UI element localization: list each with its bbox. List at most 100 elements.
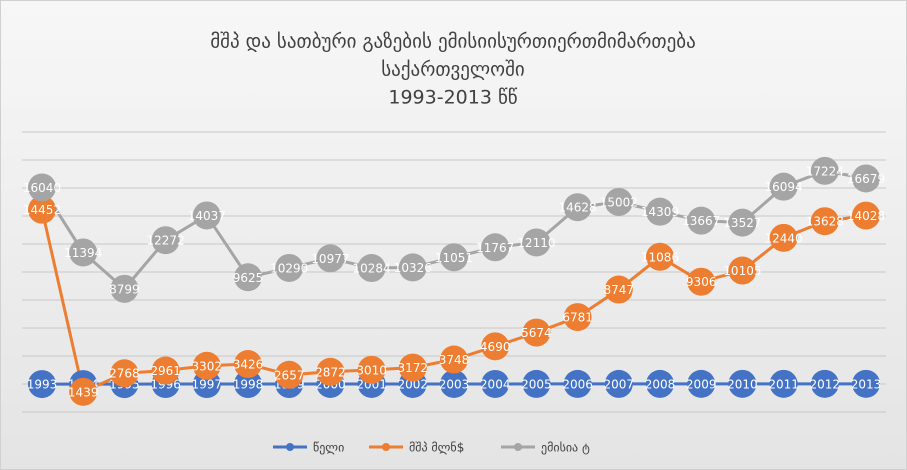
marker — [522, 369, 551, 398]
marker — [192, 201, 221, 230]
data-label: 10284 — [353, 262, 391, 276]
marker — [810, 207, 839, 236]
data-label: 16679 — [847, 172, 885, 186]
marker — [398, 353, 427, 382]
data-label: 1993 — [27, 378, 58, 392]
data-label: 13527 — [723, 216, 761, 230]
marker — [28, 173, 56, 202]
data-label: 2010 — [727, 377, 758, 391]
data-label: 2013 — [851, 377, 882, 391]
data-label: 2012 — [810, 377, 841, 391]
marker — [604, 369, 633, 398]
marker — [151, 226, 180, 255]
marker — [563, 369, 592, 398]
data-label: 14628 — [559, 201, 597, 215]
marker — [728, 208, 757, 237]
data-label: 5674 — [521, 326, 552, 340]
data-label: 2961 — [150, 364, 181, 378]
marker — [481, 233, 510, 262]
marker — [769, 172, 798, 201]
marker — [440, 243, 468, 272]
data-label: 10290 — [270, 261, 308, 275]
title-line: 1993-2013 წწ — [388, 87, 517, 109]
marker — [604, 275, 633, 304]
marker — [604, 187, 633, 216]
marker — [810, 369, 839, 398]
marker — [852, 369, 880, 398]
marker — [110, 274, 139, 303]
legend-label: მშპ მლნ$ — [409, 441, 464, 455]
marker — [275, 253, 304, 282]
marker — [687, 206, 716, 235]
marker — [234, 350, 262, 379]
data-label: 14037 — [188, 209, 226, 223]
data-label: 2006 — [562, 377, 593, 391]
marker — [398, 253, 427, 282]
marker — [234, 370, 262, 399]
data-label: 3426 — [233, 358, 264, 372]
marker — [110, 359, 139, 388]
marker — [522, 228, 551, 257]
marker — [440, 345, 468, 374]
marker — [28, 195, 56, 224]
data-label: 14452 — [23, 203, 61, 217]
marker — [357, 355, 386, 384]
title-line: საქართველოში — [381, 59, 525, 81]
marker — [769, 369, 798, 398]
marker — [646, 242, 674, 271]
data-label: 8799 — [109, 282, 140, 296]
marker — [687, 369, 716, 398]
title: მშპ და სათბური გაზების ემისიისურთიერთმიმ… — [210, 31, 696, 109]
data-label: 13628 — [806, 215, 844, 229]
data-label: 15002 — [600, 195, 638, 209]
marker — [316, 244, 345, 273]
marker — [69, 238, 98, 267]
data-label: 3172 — [398, 361, 429, 375]
marker — [563, 193, 592, 222]
data-label: 11051 — [435, 251, 473, 265]
marker — [440, 369, 468, 398]
data-label: 2005 — [521, 377, 552, 391]
data-label: 17224 — [806, 164, 844, 178]
data-label: 6781 — [562, 311, 593, 325]
legend-label: ემისია ტ — [541, 441, 590, 455]
marker — [151, 356, 180, 385]
marker — [728, 369, 757, 398]
data-label: 16040 — [23, 181, 61, 195]
data-label: 3302 — [192, 359, 223, 373]
data-label: 2002 — [398, 377, 429, 391]
data-label: 2009 — [686, 377, 717, 391]
data-label: 10977 — [311, 252, 349, 266]
data-label: 2872 — [315, 365, 346, 379]
marker — [687, 267, 716, 296]
marker — [852, 164, 880, 193]
marker — [316, 357, 345, 386]
legend-marker — [286, 443, 294, 451]
data-label: 10105 — [723, 264, 761, 278]
data-label: 11086 — [641, 250, 679, 264]
data-label: 14309 — [641, 205, 679, 219]
marker — [852, 201, 880, 230]
legend-label: წელი — [313, 441, 344, 455]
data-label: 11767 — [476, 241, 514, 255]
data-label: 11394 — [64, 246, 102, 260]
marker — [192, 351, 221, 380]
marker — [69, 377, 98, 406]
data-label: 2007 — [604, 377, 635, 391]
data-label: 1439 — [68, 385, 99, 399]
data-label: 2011 — [768, 377, 799, 391]
data-label: 2768 — [109, 367, 140, 381]
marker — [275, 360, 304, 389]
marker — [810, 156, 839, 185]
data-label: 2008 — [645, 377, 676, 391]
data-label: 1998 — [233, 378, 264, 392]
marker — [769, 223, 798, 252]
marker — [522, 318, 551, 347]
data-label: 10326 — [394, 261, 432, 275]
data-label: 16094 — [765, 180, 803, 194]
data-label: 12440 — [765, 231, 803, 245]
legend-marker — [382, 443, 390, 451]
data-label: 13667 — [682, 214, 720, 228]
marker — [646, 197, 674, 226]
